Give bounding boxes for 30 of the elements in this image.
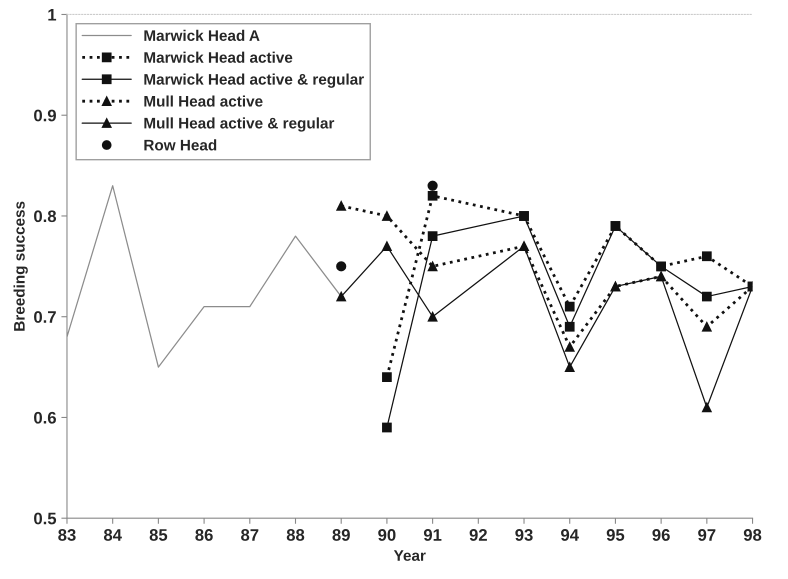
- y-tick-label: 0.9: [34, 110, 56, 122]
- x-tick-label: 95: [606, 529, 624, 541]
- y-tick-label: 0.8: [34, 210, 56, 222]
- x-tick-label: 89: [332, 529, 350, 541]
- x-tick-label: 85: [150, 529, 168, 541]
- y-axis-title: Breeding success: [14, 202, 28, 331]
- legend-label: Row Head: [144, 139, 216, 151]
- x-tick-label: 87: [241, 529, 258, 541]
- x-tick-label: 92: [470, 529, 487, 541]
- x-tick-label: 88: [286, 529, 304, 541]
- y-tick-label: 0.5: [34, 512, 56, 524]
- x-tick-label: 93: [515, 529, 533, 541]
- x-tick-label: 86: [195, 529, 213, 541]
- x-axis-title: Year: [394, 550, 426, 561]
- y-tick-label: 1: [48, 9, 56, 21]
- x-tick-label: 96: [652, 529, 670, 541]
- x-tick-label: 84: [104, 529, 122, 541]
- legend-label: Marwick Head active & regular: [144, 74, 364, 88]
- legend-label: Mull Head active: [144, 95, 263, 107]
- x-tick-label: 91: [424, 529, 442, 541]
- legend-label: Mull Head active & regular: [144, 117, 334, 132]
- legend-label: Marwick Head A: [144, 30, 260, 41]
- x-tick-label: 90: [378, 529, 396, 541]
- x-tick-label: 98: [744, 529, 762, 541]
- y-tick-label: 0.6: [34, 412, 56, 424]
- x-tick-label: 83: [58, 529, 76, 541]
- legend-label: Marwick Head active: [144, 52, 292, 63]
- x-tick-label: 94: [561, 529, 579, 541]
- y-tick-label: 0.7: [34, 311, 56, 323]
- x-tick-label: 97: [698, 529, 716, 541]
